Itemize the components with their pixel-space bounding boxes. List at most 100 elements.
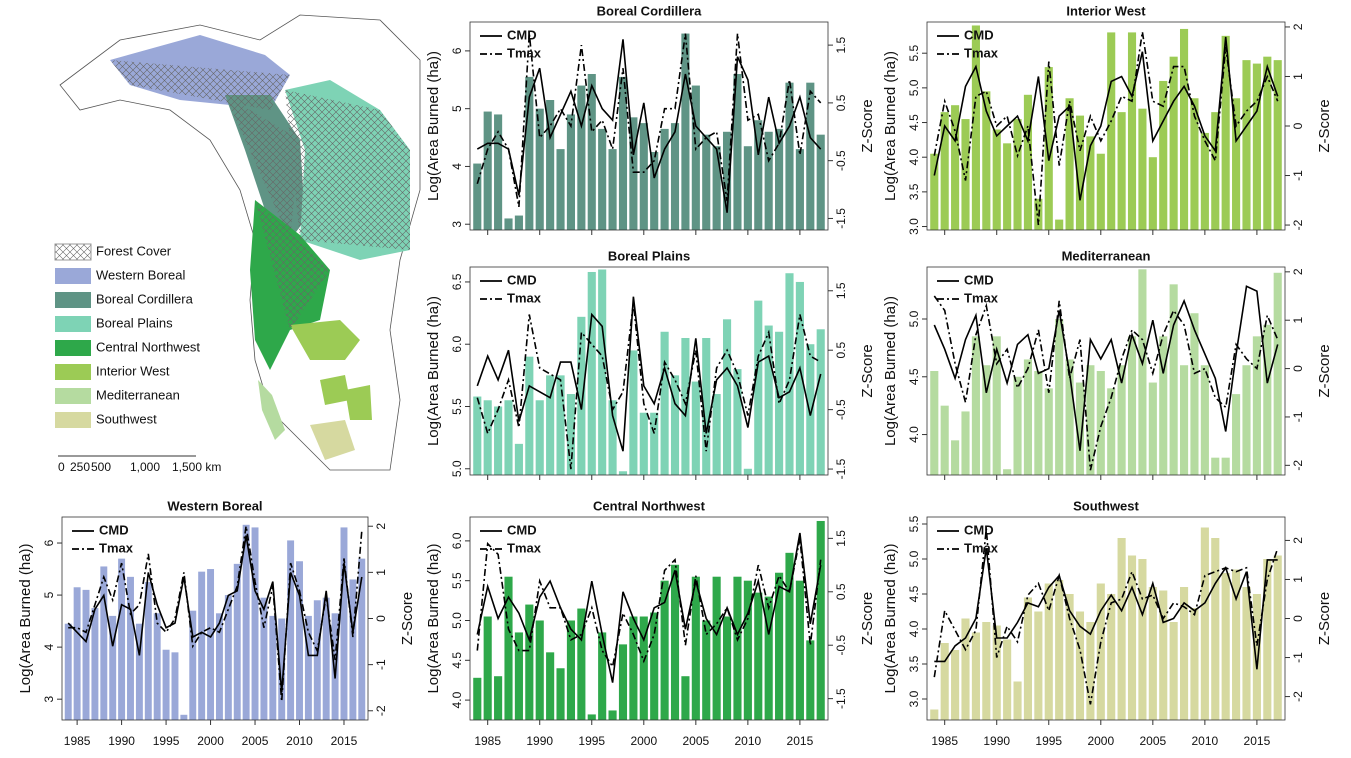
line-series (476, 296, 822, 452)
bar (144, 582, 152, 720)
x-tick-label: 2000 (630, 734, 657, 748)
bar (546, 100, 555, 230)
bar (670, 375, 680, 475)
bar (278, 618, 286, 720)
y2-tick-label: 1 (1291, 73, 1305, 80)
y2-tick-label: 1 (1291, 576, 1305, 583)
bar (712, 576, 721, 720)
bar (577, 316, 586, 475)
bar (535, 400, 544, 475)
bar (577, 608, 586, 720)
y2-tick-label: -2 (1291, 219, 1305, 230)
forest-cover (110, 60, 410, 330)
bar (722, 616, 732, 720)
bar (546, 375, 555, 475)
y-tick-label: 6 (42, 539, 56, 546)
bar (1003, 639, 1012, 720)
legend-swatch (55, 292, 91, 308)
y2-tick-label: 2 (374, 523, 388, 530)
bar (73, 587, 81, 720)
y-tick-label: 5.0 (450, 460, 464, 477)
y2-tick-label: 2 (1291, 537, 1305, 544)
bar (1034, 611, 1043, 720)
bar (180, 714, 188, 720)
y2-tick-label: 2 (1291, 23, 1305, 30)
legend-label: CMD (964, 27, 994, 42)
bar (816, 520, 825, 720)
bar (702, 620, 711, 720)
y-tick-label: 3.0 (907, 690, 921, 707)
bar (971, 632, 980, 720)
bar (1169, 56, 1178, 230)
y2-tick-label: -0.5 (834, 150, 848, 171)
bar (1169, 622, 1178, 720)
y2-tick-label: -2 (374, 705, 388, 716)
map: Forest Cover Western Boreal Boreal Cordill… (54, 14, 421, 474)
plot-frame (926, 266, 1286, 476)
scale-label: 1,000 (130, 460, 160, 474)
bar (1148, 157, 1157, 230)
bar (100, 566, 108, 720)
bar (650, 612, 659, 720)
chart-title: Interior West (1066, 3, 1146, 18)
bar (109, 615, 117, 720)
bar (566, 620, 576, 720)
bar (691, 576, 700, 720)
y-tick-label: 5.0 (907, 79, 921, 96)
legend-swatch (55, 316, 91, 332)
legend-label: Interior West (96, 363, 170, 378)
bar (587, 271, 596, 475)
y-tick-label: 3 (42, 696, 56, 703)
bar (483, 400, 492, 475)
y2-axis-label: Z-Score (859, 592, 876, 645)
bar (1096, 583, 1105, 720)
y2-tick-label: 0.5 (834, 94, 848, 111)
y2-axis-label: Z-Score (859, 344, 876, 397)
scale-label: 0 (58, 460, 65, 474)
bar (494, 114, 503, 230)
y-tick-label: 3.0 (907, 218, 921, 235)
y-tick-label: 3.5 (907, 655, 921, 672)
legend-label: CMD (964, 522, 994, 537)
y2-tick-label: -1 (1291, 652, 1305, 663)
bar (504, 400, 513, 475)
y-tick-label: 6 (450, 47, 464, 54)
y2-tick-label: 1.5 (834, 530, 848, 547)
bar (598, 128, 607, 230)
bar (795, 580, 804, 720)
y2-tick-label: 0 (1291, 615, 1305, 622)
bar (1003, 143, 1012, 230)
bar (1065, 98, 1074, 231)
legend-swatch (55, 340, 91, 356)
bar (1159, 80, 1168, 230)
bar (650, 412, 659, 475)
bar (743, 146, 752, 230)
bar (127, 576, 134, 720)
bar (1055, 319, 1064, 475)
bar (681, 676, 690, 720)
bar (287, 540, 295, 720)
chart-title: Boreal Plains (608, 248, 690, 263)
scale-label: 1,500 km (172, 460, 221, 474)
bar (494, 406, 503, 475)
bar (691, 381, 700, 475)
bar (1273, 555, 1282, 720)
bar (1023, 597, 1033, 720)
bar (806, 344, 815, 475)
bar (743, 580, 752, 720)
y-tick-label: 4.0 (907, 620, 921, 637)
bar (1107, 594, 1116, 720)
bar (951, 105, 960, 230)
y-axis-label: Log(Area Burned (ha)) (882, 543, 899, 693)
bar (1169, 284, 1178, 475)
chart-title: Western Boreal (167, 498, 262, 513)
y-tick-label: 5.0 (450, 612, 464, 629)
bar (608, 400, 617, 475)
bar (639, 412, 648, 475)
bar (1252, 594, 1261, 720)
y-tick-label: 4.5 (907, 368, 921, 385)
legend-label: CMD (507, 272, 537, 287)
bar (681, 337, 690, 475)
region-southwest (310, 420, 355, 460)
chart-title: Southwest (1073, 498, 1139, 513)
